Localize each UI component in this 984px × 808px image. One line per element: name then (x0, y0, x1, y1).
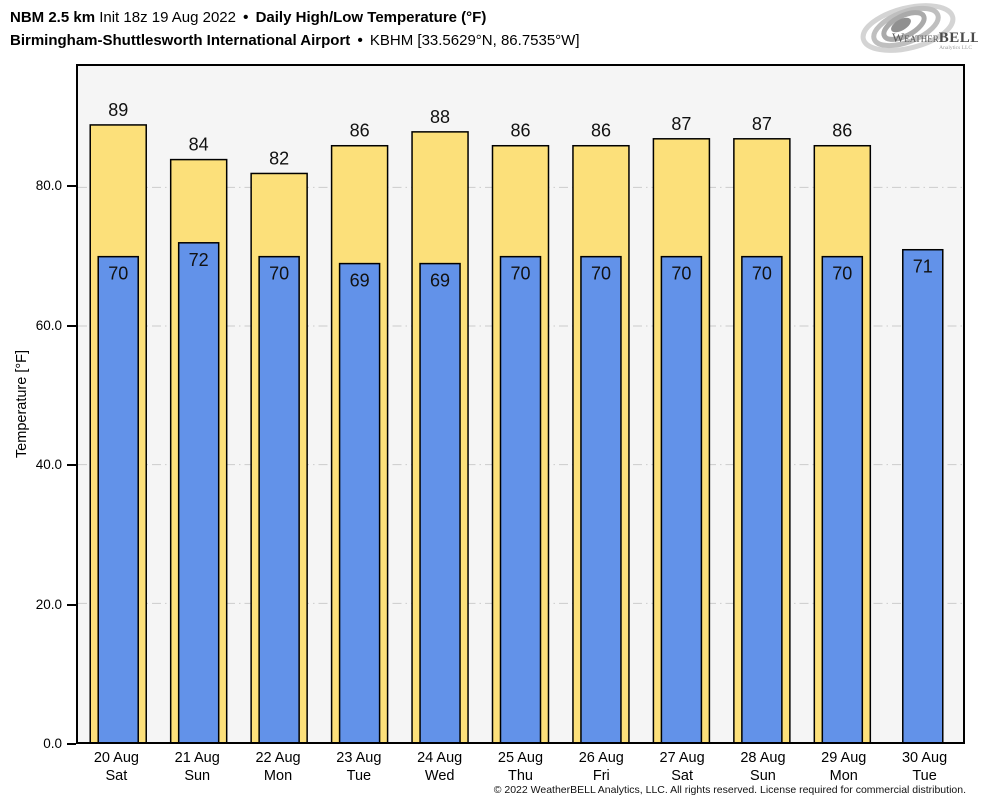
low-bar (97, 255, 139, 742)
x-label-date: 25 Aug (497, 750, 544, 766)
low-value-label: 70 (832, 264, 852, 284)
x-category-label: 27 Aug Sat (637, 749, 727, 785)
y-tick (67, 743, 76, 745)
x-label-date: 30 Aug (901, 750, 948, 766)
x-label-weekday: Mon (263, 768, 293, 784)
high-value-label: 84 (189, 135, 209, 155)
low-value-label: 70 (108, 264, 128, 284)
x-label-weekday: Sat (105, 768, 128, 784)
low-bar (902, 248, 944, 742)
low-value-label: 70 (752, 264, 772, 284)
high-value-label: 86 (591, 121, 611, 141)
high-value-label: 86 (832, 121, 852, 141)
x-category-label: 22 Aug Mon (233, 749, 323, 785)
bar-chart-canvas: 89 70 84 72 82 70 86 69 88 69 86 70 86 70 87 70 87 70 86 70… (78, 100, 963, 742)
y-tick (67, 324, 76, 327)
logo-word-bell: BELL (939, 30, 978, 46)
low-value-label: 71 (913, 257, 933, 277)
hurricane-swirl-icon (860, 3, 956, 53)
separator-dot: • (243, 9, 249, 26)
low-value-label: 72 (189, 250, 209, 270)
logo-subtext: Analytics LLC (939, 45, 972, 51)
low-bar (419, 262, 461, 742)
x-category-label: 24 Aug Wed (395, 749, 485, 785)
x-label-date: 22 Aug (255, 750, 301, 766)
x-category-label: 30 Aug Tue (880, 749, 970, 785)
x-label-weekday: Sat (671, 768, 693, 784)
x-label-date: 28 Aug (740, 750, 786, 766)
station-name: Birmingham-Shuttlesworth International A… (10, 32, 351, 49)
low-bar (499, 255, 542, 742)
x-category-label: 29 Aug Mon (799, 749, 889, 785)
x-label-date: 20 Aug (93, 750, 139, 766)
x-label-date: 26 Aug (578, 750, 624, 766)
low-value-label: 70 (510, 264, 530, 284)
low-value-label: 69 (430, 271, 450, 291)
header-line-2: Birmingham-Shuttlesworth International A… (10, 29, 580, 52)
y-tick-label: 80.0 (35, 178, 62, 194)
low-bar (660, 255, 703, 742)
x-category-label: 23 Aug Tue (314, 749, 404, 785)
y-axis-label: Temperature [°F] (14, 349, 30, 459)
x-label-date: 24 Aug (417, 750, 463, 766)
chart-header: NBM 2.5 km Init 18z 19 Aug 2022 • Daily … (10, 6, 580, 52)
low-value-label: 70 (269, 264, 289, 284)
high-value-label: 82 (269, 148, 289, 168)
model-name: NBM 2.5 km (10, 9, 96, 26)
low-bar (338, 262, 381, 742)
low-bar (177, 242, 220, 742)
x-category-label: 21 Aug Sun (152, 749, 242, 785)
x-category-label: 28 Aug Sun (718, 749, 808, 785)
weatherbell-logo: WeatherBELL Analytics LLC (860, 3, 978, 53)
low-bar (580, 255, 622, 742)
low-bar (741, 255, 783, 742)
low-bar (258, 255, 300, 742)
x-label-weekday: Sun (184, 768, 211, 784)
header-line-1: NBM 2.5 km Init 18z 19 Aug 2022 • Daily … (10, 6, 580, 29)
high-value-label: 87 (671, 114, 691, 134)
low-value-label: 70 (671, 264, 691, 284)
copyright-notice: © 2022 WeatherBELL Analytics, LLC. All r… (493, 784, 966, 796)
y-tick-label: 40.0 (35, 457, 62, 473)
svg-text:WeatherBELL: WeatherBELL (892, 30, 978, 46)
high-value-label: 86 (510, 121, 530, 141)
x-label-weekday: Tue (346, 768, 372, 784)
x-category-label: 20 Aug Sat (71, 749, 161, 785)
y-tick-label: 60.0 (35, 317, 62, 333)
plot-area: 89 70 84 72 82 70 86 69 88 69 86 70 86 70 87 70 87 70 86 70… (76, 64, 965, 744)
x-label-date: 29 Aug (821, 750, 867, 766)
x-label-weekday: Tue (912, 768, 937, 784)
x-label-weekday: Mon (829, 768, 858, 784)
logo-word-weather: Weather (892, 30, 939, 45)
x-label-weekday: Thu (508, 768, 533, 784)
product-name: Daily High/Low Temperature (°F) (255, 9, 487, 26)
init-time: Init 18z 19 Aug 2022 (99, 9, 236, 26)
x-label-date: 23 Aug (336, 750, 382, 766)
high-value-label: 89 (108, 100, 128, 120)
x-category-label: 25 Aug Thu (476, 749, 566, 785)
x-label-weekday: Wed (424, 768, 455, 784)
y-tick (67, 464, 76, 467)
low-value-label: 69 (350, 271, 370, 291)
low-bar (821, 255, 864, 742)
x-category-label: 26 Aug Fri (556, 749, 646, 785)
y-tick (67, 185, 76, 188)
high-value-label: 88 (430, 107, 450, 127)
y-tick-label: 20.0 (35, 596, 62, 612)
x-label-weekday: Sun (750, 768, 776, 784)
x-label-date: 21 Aug (174, 750, 220, 766)
y-tick-label: 0.0 (43, 736, 62, 751)
high-value-label: 86 (350, 121, 370, 141)
high-value-label: 87 (752, 114, 772, 134)
low-value-label: 70 (591, 264, 611, 284)
x-label-weekday: Fri (592, 768, 610, 784)
y-tick (67, 603, 76, 606)
station-coordinates: KBHM [33.5629°N, 86.7535°W] (369, 32, 580, 49)
x-label-date: 27 Aug (659, 750, 705, 766)
separator-dot: • (357, 32, 363, 49)
